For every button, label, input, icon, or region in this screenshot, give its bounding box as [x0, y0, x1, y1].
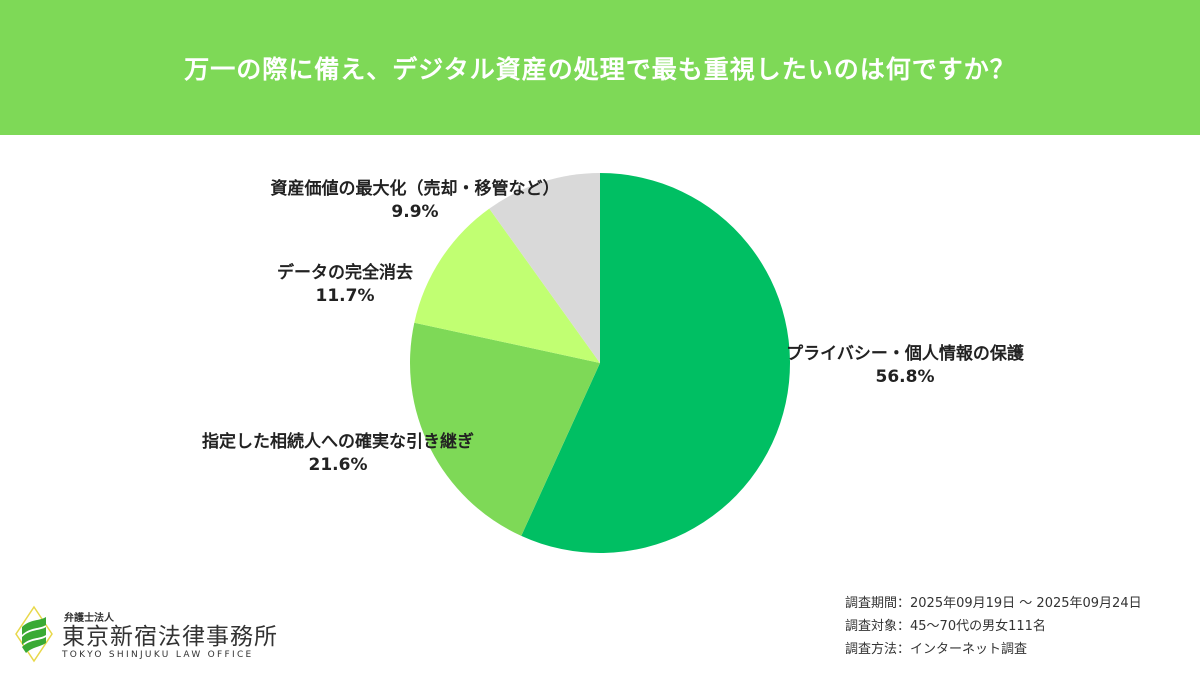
pie-slice-2	[414, 208, 600, 363]
slice-label-3: 資産価値の最大化（売却・移管など） 9.9%	[270, 179, 560, 222]
pie-slice-3	[489, 173, 600, 363]
slice-label-0: プライバシー・個人情報の保護 56.8%	[786, 344, 1024, 387]
logo-mark-icon	[15, 605, 53, 663]
survey-period: 調査期間：2025年09月19日 〜 2025年09月24日	[845, 596, 1142, 611]
survey-target: 調査対象：45〜70代の男女111名	[845, 619, 1046, 634]
survey-notes: 調査期間：2025年09月19日 〜 2025年09月24日 調査対象：45〜7…	[845, 592, 1142, 661]
slice-label-2: データの完全消去 11.7%	[277, 263, 413, 306]
chart-title: 万一の際に備え、デジタル資産の処理で最も重視したいのは何ですか？	[184, 54, 1016, 84]
pie-slice-0	[521, 173, 790, 553]
pie-slice-1	[410, 322, 600, 536]
survey-method: 調査方法：インターネット調査	[845, 642, 1028, 657]
title-banner: 万一の際に備え、デジタル資産の処理で最も重視したいのは何ですか？	[0, 0, 1200, 135]
company-logo: 弁護士法人 東京新宿法律事務所 TOKYO SHINJUKU LAW OFFIC…	[14, 605, 278, 663]
slice-label-1: 指定した相続人への確実な引き継ぎ 21.6%	[202, 432, 474, 475]
